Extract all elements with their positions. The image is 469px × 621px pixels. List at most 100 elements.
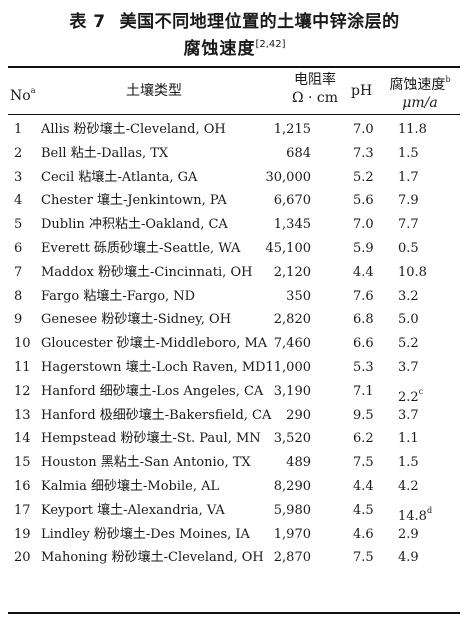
row-rate-value: 5.0 bbox=[398, 312, 419, 328]
table-title-line2: 腐蚀速度 bbox=[183, 39, 256, 59]
row-corrosion-rate: 1.1 bbox=[398, 427, 419, 450]
header-no: Noa bbox=[10, 82, 35, 105]
row-rate-value: 2.9 bbox=[398, 526, 419, 542]
row-number: 6 bbox=[14, 241, 23, 256]
row-ph: 7.0 bbox=[353, 217, 374, 233]
header-rate-sup: b bbox=[445, 75, 451, 84]
row-rate-value: 3.2 bbox=[398, 288, 419, 304]
row-resistivity: 7,460 bbox=[273, 336, 311, 352]
row-number: 4 bbox=[14, 193, 23, 209]
row-number: 10 bbox=[14, 336, 31, 352]
table-row: 19 Lindley 粉砂壤土-Des Moines, IA 1,970 4.6 2.9 bbox=[0, 523, 469, 546]
row-corrosion-rate: 1.5 bbox=[398, 142, 419, 165]
row-ph: 5.3 bbox=[353, 360, 374, 375]
row-soil-type: Fargo 粘壤土-Fargo, ND bbox=[41, 288, 196, 304]
row-rate-value: 4.9 bbox=[398, 550, 419, 566]
table-row: 17 Keyport 壤土-Alexandria, VA 5,980 4.5 14.8d bbox=[0, 499, 469, 524]
header-resistivity-label: 电阻率 bbox=[294, 72, 336, 88]
row-corrosion-rate: 2.2c bbox=[398, 380, 423, 409]
row-soil-type: Gloucester 砂壤土-Middleboro, MA bbox=[41, 336, 268, 352]
row-soil-type: Allis 粉砂壤土-Cleveland, OH bbox=[41, 122, 226, 137]
row-rate-value: 4.2 bbox=[398, 479, 419, 494]
header-rate-label-wrap: 腐蚀速度b bbox=[376, 71, 464, 94]
row-rate-value: 3.7 bbox=[398, 407, 419, 423]
row-ph: 6.8 bbox=[353, 312, 374, 328]
row-rate-value: 2.2 bbox=[398, 389, 419, 405]
row-corrosion-rate: 5.0 bbox=[398, 308, 419, 331]
row-resistivity: 6,670 bbox=[273, 193, 311, 209]
row-corrosion-rate: 3.7 bbox=[398, 356, 419, 379]
row-ph: 6.6 bbox=[353, 336, 374, 352]
row-corrosion-rate: 11.8 bbox=[398, 118, 427, 141]
table-row: 3 Cecil 粘壤土-Atlanta, GA 30,000 5.2 1.7 bbox=[0, 166, 469, 189]
row-rate-value: 7.7 bbox=[398, 217, 419, 233]
row-corrosion-rate: 0.5 bbox=[398, 237, 419, 260]
row-ph: 7.3 bbox=[353, 145, 374, 161]
row-number: 15 bbox=[14, 455, 31, 471]
row-number: 5 bbox=[14, 217, 23, 233]
reference-marker: [2,42] bbox=[255, 39, 286, 50]
header-no-sup: a bbox=[30, 86, 36, 95]
table-row: 8 Fargo 粘壤土-Fargo, ND 350 7.6 3.2 bbox=[0, 285, 469, 308]
table-row: 13 Hanford 极细砂壤土-Bakersfield, CA 290 9.5 3.7 bbox=[0, 404, 469, 427]
row-soil-type: Maddox 粉砂壤土-Cincinnati, OH bbox=[41, 264, 253, 280]
row-number: 3 bbox=[14, 169, 23, 185]
table-row: 10 Gloucester 砂壤土-Middleboro, MA 7,460 6.6 5… bbox=[0, 332, 469, 355]
row-number: 1 bbox=[14, 122, 23, 137]
row-resistivity: 290 bbox=[286, 407, 311, 423]
row-number: 17 bbox=[14, 502, 31, 518]
row-resistivity: 684 bbox=[286, 145, 311, 161]
table-row: 9 Genesee 粉砂壤土-Sidney, OH 2,820 6.8 5.0 bbox=[0, 308, 469, 331]
row-corrosion-rate: 7.7 bbox=[398, 213, 419, 236]
row-soil-type: Genesee 粉砂壤土-Sidney, OH bbox=[41, 312, 232, 328]
table-row: 16 Kalmia 细砂壤土-Mobile, AL 8,290 4.4 4.2 bbox=[0, 475, 469, 498]
row-number: 14 bbox=[14, 431, 31, 447]
row-number: 8 bbox=[14, 288, 23, 304]
row-corrosion-rate: 1.5 bbox=[398, 451, 419, 474]
table-title-line2-wrap: 腐蚀速度[2,42] bbox=[0, 34, 469, 59]
row-ph: 7.0 bbox=[353, 122, 374, 137]
row-rate-value: 14.8 bbox=[398, 508, 427, 524]
row-soil-type: Cecil 粘壤土-Atlanta, GA bbox=[41, 169, 198, 185]
row-rate-note: d bbox=[426, 505, 433, 515]
table-row: 20 Mahoning 粉砂壤土-Cleveland, OH 2,870 7.5 4.9 bbox=[0, 546, 469, 569]
row-number: 12 bbox=[14, 383, 31, 399]
row-number: 9 bbox=[14, 312, 23, 328]
table-row: 14 Hempstead 粉砂壤土-St. Paul, MN 3,520 6.2 1.1 bbox=[0, 427, 469, 450]
table-row: 6 Everett 砾质砂壤土-Seattle, WA 45,100 5.9 0.5 bbox=[0, 237, 469, 260]
table-title: 表 7 美国不同地理位置的土壤中锌涂层的 bbox=[0, 7, 469, 32]
header-rate-label: 腐蚀速度 bbox=[389, 77, 446, 93]
row-number: 16 bbox=[14, 479, 31, 494]
row-resistivity: 5,980 bbox=[273, 502, 311, 518]
row-resistivity: 350 bbox=[286, 288, 311, 304]
table-title-line1: 美国不同地理位置的土壤中锌涂层的 bbox=[119, 12, 400, 32]
row-corrosion-rate: 10.8 bbox=[398, 261, 427, 284]
row-corrosion-rate: 2.9 bbox=[398, 523, 419, 546]
header-resistivity-unit: Ω · cm bbox=[291, 90, 339, 106]
row-soil-type: Kalmia 细砂壤土-Mobile, AL bbox=[41, 479, 220, 494]
row-number: 11 bbox=[14, 360, 31, 375]
row-soil-type: Hempstead 粉砂壤土-St. Paul, MN bbox=[41, 431, 261, 447]
row-rate-value: 1.1 bbox=[398, 431, 419, 447]
row-soil-type: Lindley 粉砂壤土-Des Moines, IA bbox=[41, 526, 250, 542]
table-row: 5 Dublin 冲积粘土-Oakland, CA 1,345 7.0 7.7 bbox=[0, 213, 469, 236]
row-rate-value: 10.8 bbox=[398, 264, 427, 280]
row-soil-type: Bell 粘土-Dallas, TX bbox=[41, 145, 169, 161]
row-corrosion-rate: 7.9 bbox=[398, 189, 419, 212]
row-corrosion-rate: 14.8d bbox=[398, 499, 432, 528]
row-resistivity: 3,190 bbox=[273, 383, 311, 399]
row-corrosion-rate: 1.7 bbox=[398, 166, 419, 189]
row-rate-value: 5.2 bbox=[398, 336, 419, 352]
row-resistivity: 489 bbox=[286, 455, 311, 471]
table-row: 15 Houston 黑粘土-San Antonio, TX 489 7.5 1.5 bbox=[0, 451, 469, 474]
header-rule bbox=[8, 114, 460, 115]
row-rate-value: 1.5 bbox=[398, 145, 419, 161]
row-resistivity: 2,120 bbox=[273, 264, 311, 280]
header-no-text: No bbox=[10, 88, 31, 104]
row-rate-note: c bbox=[418, 386, 424, 396]
bottom-rule bbox=[8, 612, 460, 614]
row-ph: 5.2 bbox=[353, 169, 374, 185]
row-number: 20 bbox=[14, 550, 31, 566]
row-soil-type: Hanford 极细砂壤土-Bakersfield, CA bbox=[41, 407, 272, 423]
row-corrosion-rate: 3.7 bbox=[398, 404, 419, 427]
